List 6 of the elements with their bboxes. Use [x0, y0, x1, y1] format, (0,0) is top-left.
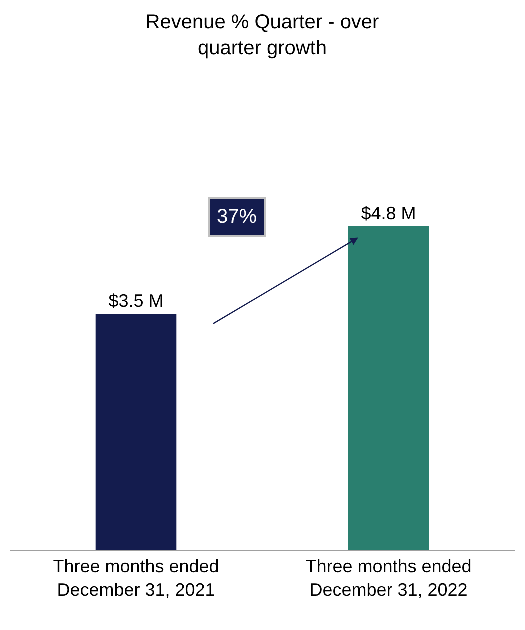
chart-title: Revenue % Quarter - over quarter growth [146, 11, 380, 60]
x-tick-label: Three months ended December 31, 2021 [53, 556, 220, 600]
annotation: 37% [217, 206, 258, 228]
data-label: $3.5 M [108, 291, 164, 312]
data-label: $4.8 M [361, 203, 416, 224]
x-tick-label: Three months ended December 31, 2022 [306, 556, 472, 600]
